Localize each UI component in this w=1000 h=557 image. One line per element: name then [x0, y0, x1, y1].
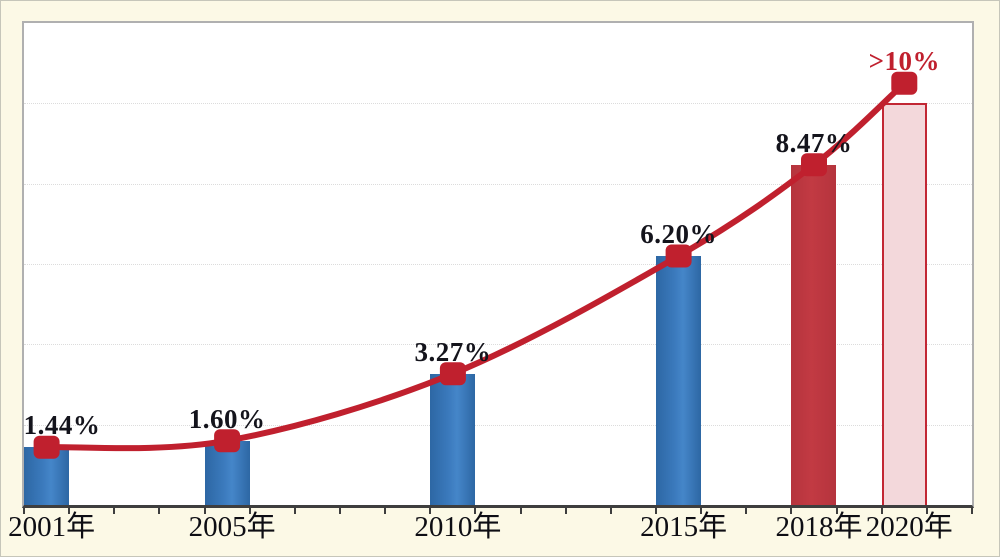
- marker-2005: [214, 429, 241, 453]
- marker-2020: [891, 71, 918, 95]
- trend-line-layer: [33, 71, 918, 459]
- x-axis-tick: [835, 508, 838, 514]
- x-axis-label-2001: 2001年: [8, 511, 96, 543]
- x-axis-tick: [339, 508, 341, 514]
- x-axis-tick: [745, 508, 748, 514]
- x-axis-labels: 2001年 2005年 2010年 2015年 2018年 2020年: [8, 510, 972, 552]
- value-label-2005: 1.60%: [188, 403, 266, 434]
- gridline-4pct: [24, 344, 972, 346]
- gridline-6pct: [24, 264, 972, 265]
- bars-layer: [24, 23, 972, 505]
- x-axis-tick: [655, 508, 657, 514]
- marker-2018: [801, 153, 827, 177]
- bar-2020: [881, 103, 927, 505]
- x-axis-tick: [925, 508, 928, 514]
- marker-2010: [439, 362, 466, 386]
- value-label-2001: 1.44%: [23, 410, 101, 441]
- gridline-10pct: [24, 103, 972, 105]
- marker-2001: [33, 435, 60, 459]
- x-axis-tick: [474, 508, 477, 514]
- value-label-2010: 3.27%: [414, 336, 492, 367]
- x-axis-ticks: [23, 508, 973, 517]
- x-axis-tick: [971, 508, 973, 514]
- x-axis-tick: [113, 508, 116, 514]
- marker-2015: [665, 244, 692, 268]
- x-axis-label-2015: 2015年: [640, 511, 728, 543]
- x-axis-tick: [293, 508, 296, 514]
- x-axis-label-2018: 2018年: [775, 511, 863, 543]
- value-label-2020: >10%: [868, 46, 940, 77]
- x-axis-label-2005: 2005年: [188, 511, 276, 543]
- x-axis-tick: [880, 508, 883, 514]
- x-axis-label-2010: 2010年: [414, 511, 502, 543]
- x-axis-tick: [158, 508, 161, 514]
- bar-2015: [656, 256, 702, 505]
- x-axis-tick: [68, 508, 71, 514]
- x-axis-tick: [384, 508, 387, 514]
- value-label-2015: 6.20%: [640, 219, 717, 249]
- gridline-8pct: [24, 183, 972, 185]
- x-axis-tick: [700, 508, 703, 514]
- value-label-2018: 8.47%: [775, 127, 853, 158]
- gridline-2pct: [24, 424, 972, 426]
- x-axis-tick: [203, 508, 206, 514]
- bar-2018: [791, 164, 837, 505]
- x-axis-tick: [429, 508, 432, 514]
- value-labels-layer: 1.44% 1.60% 3.27% 6.20% 8.47% >10%: [24, 23, 972, 505]
- x-axis-label-2020: 2020年: [865, 511, 953, 543]
- x-axis-tick: [248, 508, 251, 514]
- x-axis-tick: [609, 508, 612, 514]
- x-axis-tick: [790, 508, 793, 514]
- x-axis-tick: [564, 508, 567, 514]
- x-axis-tick: [23, 508, 25, 514]
- plot-area: 1.44% 1.60% 3.27% 6.20% 8.47% >10%: [22, 21, 974, 508]
- grid-layer: [24, 23, 972, 505]
- x-axis-tick: [519, 508, 522, 514]
- bar-2010: [430, 373, 476, 505]
